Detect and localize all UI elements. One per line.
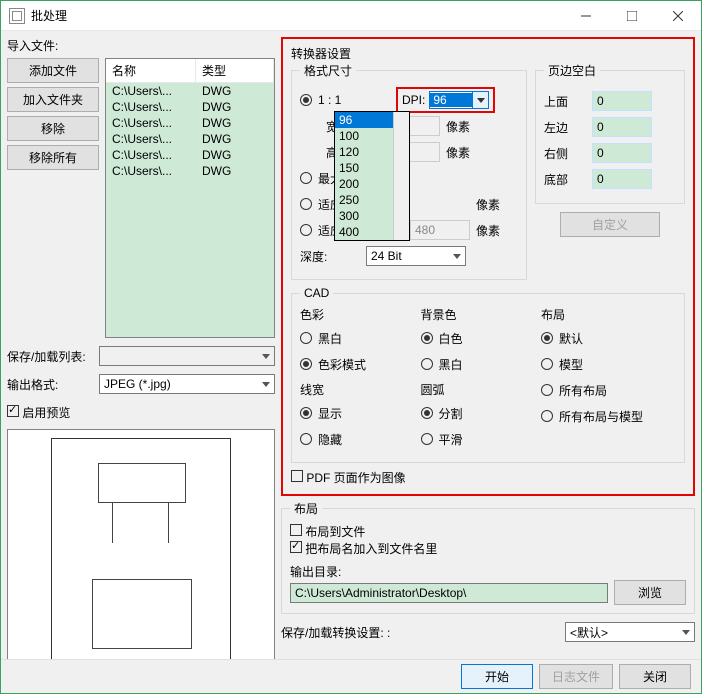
col-name[interactable]: 名称 [106,59,196,82]
converter-settings-box: 转换器设置 格式尺寸 1 : 1 DPI: 96 [281,37,695,496]
titlebar: 批处理 [1,1,701,31]
fit-min-input[interactable]: 480 [410,220,470,240]
table-row[interactable]: C:\Users\...DWG [106,83,274,99]
dpi-highlight: DPI: 96 [396,87,495,113]
add-layout-name-check[interactable] [290,541,302,553]
pdf-as-image-check[interactable] [291,470,303,482]
preview-pane: — · — · — [7,429,275,687]
file-list[interactable]: 名称 类型 C:\Users\...DWGC:\Users\...DWGC:\U… [105,58,275,338]
bg-black-radio[interactable] [421,358,433,370]
margin-top-input[interactable]: 0 [592,91,652,111]
enable-preview-label: 启用预览 [22,406,70,420]
table-row[interactable]: C:\Users\...DWG [106,131,274,147]
fit-max-radio[interactable] [300,198,312,210]
window-title: 批处理 [31,7,563,24]
output-format-combo[interactable]: JPEG (*.jpg) [99,374,275,394]
table-row[interactable]: C:\Users\...DWG [106,115,274,131]
import-label: 导入文件: [7,37,275,54]
layout-to-file-check[interactable] [290,524,302,536]
browse-button[interactable]: 浏览 [614,580,686,605]
scrollbar[interactable] [393,112,409,240]
layout-all-radio[interactable] [541,384,553,396]
dpi-dropdown[interactable]: 96100120150200250300400 [334,111,410,241]
max-possible-radio[interactable] [300,172,312,184]
add-file-button[interactable]: 添加文件 [7,58,99,83]
format-size-group: 格式尺寸 1 : 1 DPI: 96 [291,62,527,280]
save-conv-combo[interactable]: <默认> [565,622,695,642]
bg-white-radio[interactable] [421,332,433,344]
color-bw-radio[interactable] [300,332,312,344]
remove-all-button[interactable]: 移除所有 [7,145,99,170]
close-button[interactable] [655,1,701,31]
margin-right-input[interactable]: 0 [592,143,652,163]
converter-title: 转换器设置 [291,45,685,62]
footer-close-button[interactable]: 关闭 [619,664,691,689]
depth-combo[interactable]: 24 Bit [366,246,466,266]
table-row[interactable]: C:\Users\...DWG [106,147,274,163]
save-conv-label: 保存/加载转换设置: : [281,624,421,641]
fit-min-radio[interactable] [300,224,312,236]
minimize-button[interactable] [563,1,609,31]
arc-split-radio[interactable] [421,407,433,419]
maximize-button[interactable] [609,1,655,31]
layout-model-radio[interactable] [541,358,553,370]
customize-button[interactable]: 自定义 [560,212,660,237]
save-list-label: 保存/加载列表: [7,348,93,365]
save-list-combo[interactable] [99,346,275,366]
lw-hide-radio[interactable] [300,433,312,445]
ratio-11-radio[interactable] [300,94,312,106]
cad-group: CAD 色彩 黑白 色彩模式 线宽 显示 隐藏 背景色 白色 [291,286,685,463]
arc-smooth-radio[interactable] [421,433,433,445]
output-dir-input[interactable]: C:\Users\Administrator\Desktop\ [290,583,608,603]
app-icon [9,8,25,24]
color-mode-radio[interactable] [300,358,312,370]
enable-preview-check[interactable] [7,405,19,417]
remove-button[interactable]: 移除 [7,116,99,141]
margin-left-input[interactable]: 0 [592,117,652,137]
layout-group: 布局 布局到文件 把布局名加入到文件名里 输出目录: C:\Users\Admi… [281,500,695,614]
dpi-select[interactable]: 96 [429,91,489,109]
start-button[interactable]: 开始 [461,664,533,689]
layout-allm-radio[interactable] [541,410,553,422]
margin-group: 页边空白 上面0 左边0 右侧0 底部0 [535,62,685,204]
col-type[interactable]: 类型 [196,59,274,82]
lw-show-radio[interactable] [300,407,312,419]
margin-bottom-input[interactable]: 0 [592,169,652,189]
add-folder-button[interactable]: 加入文件夹 [7,87,99,112]
output-format-label: 输出格式: [7,376,93,393]
layout-default-radio[interactable] [541,332,553,344]
table-row[interactable]: C:\Users\...DWG [106,163,274,179]
log-button[interactable]: 日志文件 [539,664,613,689]
table-row[interactable]: C:\Users\...DWG [106,99,274,115]
chevron-down-icon[interactable] [472,92,488,108]
